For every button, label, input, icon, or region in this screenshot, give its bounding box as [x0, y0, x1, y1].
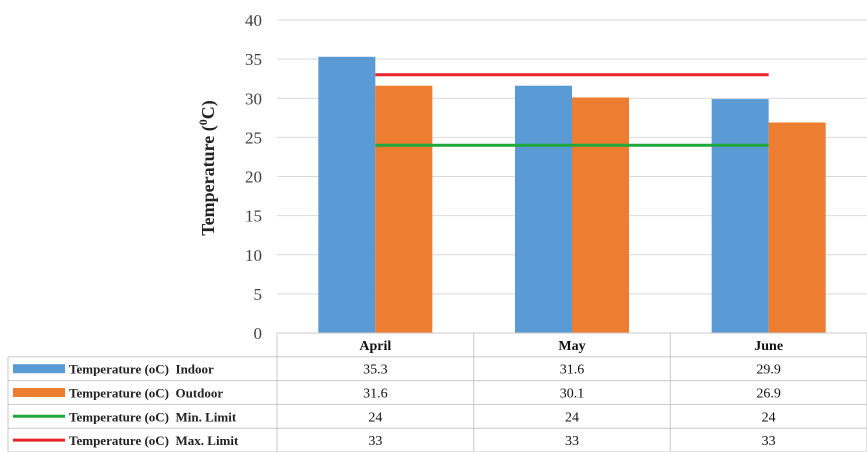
- y-tick-label: 5: [254, 285, 263, 304]
- y-tick-label: 20: [245, 168, 262, 187]
- table-value: 33: [368, 434, 382, 449]
- legend-label: Temperature (oC) Min. Limit: [69, 409, 237, 424]
- legend-swatch: [13, 364, 65, 374]
- table-value: 29.9: [756, 363, 781, 378]
- category-label: May: [558, 339, 585, 354]
- table-value: 33: [762, 434, 776, 449]
- y-tick-label: 0: [254, 324, 263, 343]
- legend-label: Temperature (oC) Indoor: [69, 362, 214, 377]
- legend-label: Temperature (oC) Max. Limit: [69, 433, 239, 448]
- y-axis-label: Temperature (0C): [196, 100, 219, 235]
- y-tick-label: 15: [245, 207, 262, 226]
- table-value: 31.6: [560, 363, 585, 378]
- bars: [318, 56, 826, 334]
- y-tick-label: 10: [245, 246, 262, 265]
- y-tick-label: 40: [245, 11, 262, 30]
- table-value: 35.3: [363, 363, 388, 378]
- bar-may-1: [572, 97, 629, 333]
- table-value: 31.6: [363, 387, 388, 402]
- data-table: April May June Temperature (oC) Indoor 35.3 3…: [7, 332, 867, 452]
- table-value: 33: [565, 434, 579, 449]
- table-value: 24: [762, 410, 776, 425]
- bar-june-0: [711, 99, 769, 333]
- table-value: 26.9: [756, 387, 781, 402]
- y-tick-label: 25: [245, 128, 262, 147]
- bar-april-0: [318, 56, 376, 334]
- bar-june-1: [768, 122, 826, 333]
- table-value: 30.1: [560, 387, 585, 402]
- table-value: 24: [368, 410, 382, 425]
- table-value: 24: [565, 410, 579, 425]
- y-tick-label: 30: [245, 89, 262, 108]
- y-axis-ticks: 0 5 10 15 20 25 30 35 40: [245, 11, 262, 343]
- y-axis-label-end: C): [198, 100, 219, 119]
- y-axis-label-superscript: 0: [196, 119, 210, 125]
- y-tick-label: 35: [245, 50, 262, 69]
- legend-label: Temperature (oC) Outdoor: [69, 386, 223, 401]
- bar-may-0: [515, 85, 572, 333]
- y-axis-label-main: Temperature (: [198, 125, 219, 235]
- limit-lines: [375, 73, 769, 147]
- bar-april-1: [375, 85, 433, 333]
- legend-swatch: [13, 388, 65, 397]
- category-label: April: [359, 339, 391, 354]
- category-label: June: [754, 339, 783, 354]
